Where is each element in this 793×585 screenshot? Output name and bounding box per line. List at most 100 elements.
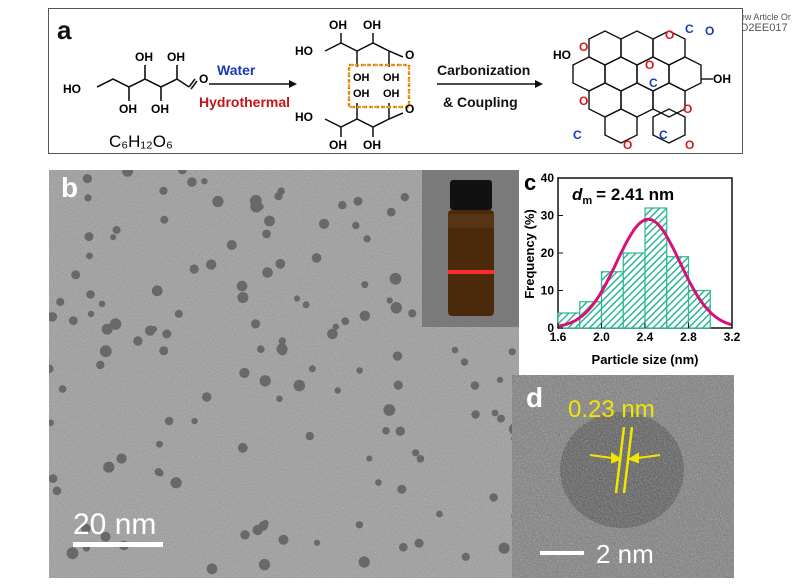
nanoparticle <box>302 301 310 309</box>
nanoparticle <box>96 360 105 370</box>
nanoparticle <box>338 201 347 210</box>
nanoparticle <box>275 258 286 269</box>
dimer-oh-bottom-1: OH <box>329 138 347 152</box>
nanoparticle <box>159 186 168 195</box>
arrow2-label-top: Carbonization <box>437 62 530 78</box>
nanoparticle <box>471 410 480 419</box>
vial-svg <box>422 170 519 327</box>
view-article-link[interactable]: View Article Or <box>732 12 791 22</box>
svg-text:O: O <box>705 24 714 38</box>
nanoparticle <box>375 479 382 486</box>
histogram-bar-3 <box>622 252 646 329</box>
nanoparticle <box>408 309 417 318</box>
nanoparticle <box>159 346 169 356</box>
nanoparticle <box>206 563 218 575</box>
nanoparticle <box>489 493 498 502</box>
nanoparticle <box>82 174 92 184</box>
dimer-oh-bottom-2: OH <box>363 138 381 152</box>
nanoparticle <box>319 218 330 229</box>
scheme-svg: a HO OH OH OH OH O C₆H₁₂O₆ Water Hydroth… <box>57 15 731 152</box>
x-tick-label-4: 3.2 <box>724 330 740 344</box>
nanoparticle <box>257 345 265 353</box>
scale-bar-label-b: 20 nm <box>73 508 157 541</box>
nanoparticle <box>274 192 283 201</box>
nanoparticle <box>460 358 469 366</box>
cd-oh: OH <box>713 72 731 86</box>
nanoparticle <box>212 195 224 208</box>
nanoparticle <box>414 538 424 548</box>
histogram-bar-5 <box>666 256 690 329</box>
tem-image-panel-b: b 20 nm <box>49 170 519 578</box>
nanoparticle <box>49 474 58 483</box>
dimer-ho-top: HO <box>295 44 313 58</box>
arrow2-head <box>535 80 543 88</box>
nanoparticle <box>390 302 403 314</box>
panel-c-histogram: c 1.6 2.0 2.4 2.8 3.2 0 10 20 30 40 dm = 2.41 nm P… <box>520 170 741 370</box>
nanoparticle <box>68 316 78 325</box>
panel-b-label: b <box>61 172 79 203</box>
vial-cap <box>450 180 492 210</box>
panel-a-label: a <box>57 15 72 45</box>
svg-text:O: O <box>199 72 208 86</box>
nanoparticle <box>84 194 92 202</box>
nanoparticle <box>66 547 79 560</box>
nanoparticle <box>71 270 81 280</box>
nanoparticle <box>313 539 321 546</box>
svg-text:O: O <box>579 40 588 54</box>
panel-d-label: d <box>526 382 543 413</box>
scale-bar-label-d: 2 nm <box>596 539 654 569</box>
x-tick-label-0: 1.6 <box>550 330 567 344</box>
nanoparticle <box>278 337 286 345</box>
y-tick-label-2: 20 <box>541 246 555 260</box>
nanoparticle <box>56 297 65 307</box>
nanoparticle <box>358 556 370 568</box>
x-tick-label-1: 2.0 <box>593 330 610 344</box>
carbon-dot-structure <box>572 30 713 144</box>
nanoparticle <box>383 404 396 416</box>
dimer-oh-top-1: OH <box>329 18 347 32</box>
glucose-oh-2: OH <box>167 50 185 64</box>
annotation-dm: dm = 2.41 nm <box>572 185 674 207</box>
glucose-oh-3: OH <box>119 102 137 116</box>
nanoparticle <box>366 455 373 462</box>
nanoparticle <box>116 453 127 464</box>
nanoparticle <box>498 542 510 554</box>
nanoparticle <box>252 524 263 536</box>
nanoparticle <box>251 319 261 329</box>
cd-ho: HO <box>553 48 571 62</box>
nanoparticle <box>58 385 67 393</box>
dimer-oh-in-2: OH <box>383 72 400 84</box>
nanoparticle <box>240 530 250 540</box>
nanoparticle <box>112 226 121 234</box>
nanoparticle <box>497 414 505 423</box>
dimer-oh-top-2: OH <box>363 18 381 32</box>
histogram-bar-2 <box>600 271 624 329</box>
d-spacing-label: 0.23 nm <box>568 396 655 423</box>
dimer-structure <box>324 33 404 137</box>
nanoparticle <box>397 484 407 494</box>
nanoparticle <box>262 229 271 239</box>
y-axis-label: Frequency (%) <box>522 209 537 299</box>
nanoparticle <box>470 381 480 390</box>
nanoparticle <box>154 468 163 476</box>
tem-texture <box>49 170 519 578</box>
nanoparticle <box>122 170 134 177</box>
nanoparticle <box>100 531 111 542</box>
y-tick-label-3: 30 <box>541 209 555 223</box>
nanoparticle <box>305 431 314 441</box>
arrow1-label-water: Water <box>217 62 256 78</box>
nanoparticle <box>311 253 322 263</box>
histogram-bar-4 <box>644 207 668 329</box>
glucose-oh-1: OH <box>135 50 153 64</box>
panel-c-label: c <box>524 170 536 195</box>
nanoparticle <box>258 558 271 571</box>
nanoparticle <box>327 328 338 340</box>
nanoparticle <box>259 375 271 387</box>
nanoparticle <box>508 348 516 356</box>
y-tick-label-1: 10 <box>541 284 555 298</box>
glucose-structure <box>96 65 198 101</box>
nanoparticle <box>187 177 197 187</box>
nanoparticle <box>399 542 408 552</box>
nanoparticle <box>103 461 115 473</box>
nanoparticle <box>156 440 163 448</box>
